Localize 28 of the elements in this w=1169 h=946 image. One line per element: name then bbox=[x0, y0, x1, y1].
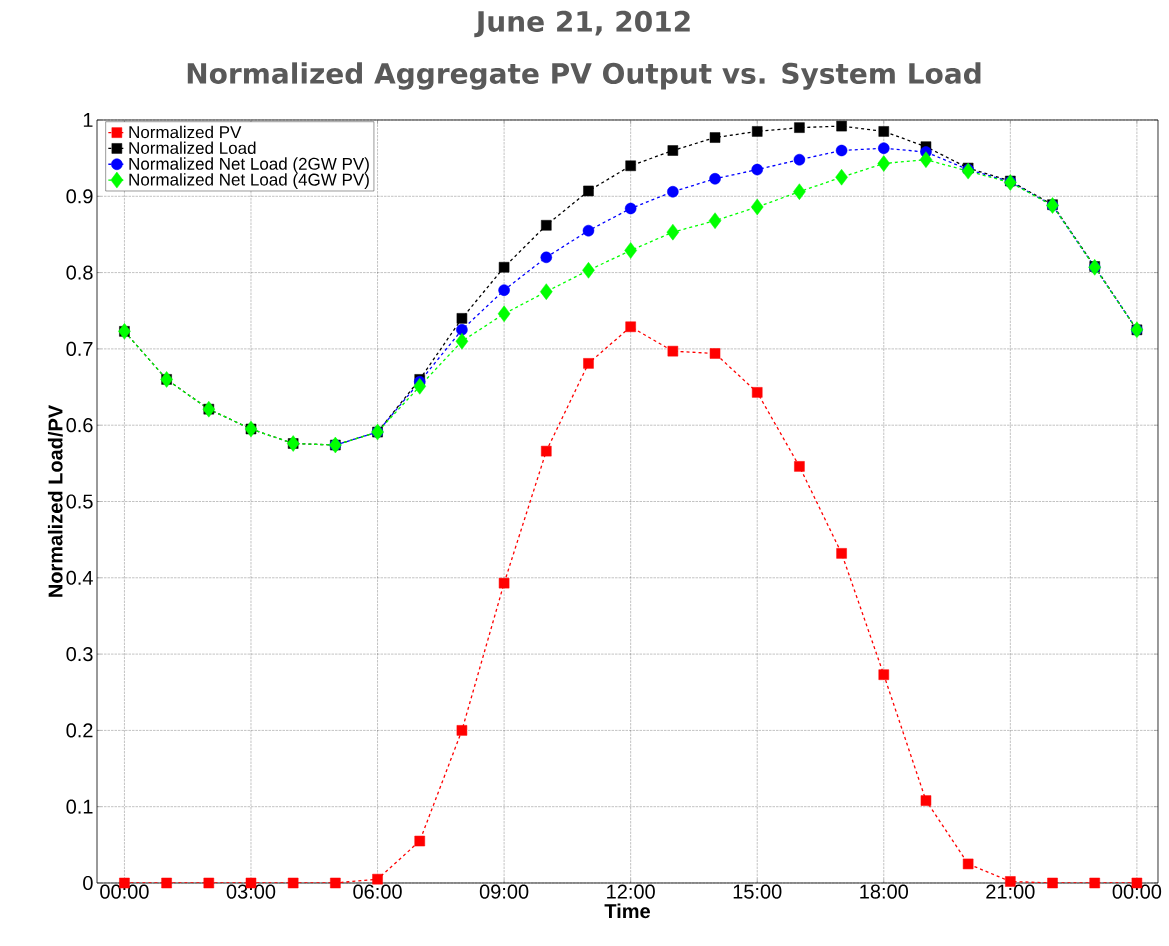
y-tick-label: 0 bbox=[83, 875, 93, 891]
legend-label: Normalized Net Load (2GW PV) bbox=[129, 157, 369, 174]
chart-title: June 21, 2012 bbox=[474, 10, 690, 38]
legend-label: Normalized PV bbox=[129, 125, 242, 139]
x-tick-label: 00:00 bbox=[100, 884, 149, 899]
x-tick-label: 18:00 bbox=[860, 884, 909, 899]
y-axis-title: Normalized Load/PV bbox=[47, 404, 63, 597]
x-tick-label: 09:00 bbox=[479, 884, 529, 899]
x-tick-label: 12:00 bbox=[607, 884, 655, 899]
y-tick-label: 0.4 bbox=[66, 570, 93, 585]
y-tick-label: 0.1 bbox=[66, 799, 93, 814]
x-tick-label: 00:00 bbox=[1112, 884, 1162, 899]
x-tick-label: 03:00 bbox=[226, 884, 276, 899]
x-tick-label: 06:00 bbox=[353, 884, 402, 899]
y-tick-label: 0.2 bbox=[66, 723, 93, 738]
y-tick-label: 0.7 bbox=[66, 341, 93, 356]
y-tick-label: 0.8 bbox=[66, 265, 93, 280]
y-tick-label: 0.3 bbox=[66, 647, 93, 662]
x-tick-label: 21:00 bbox=[986, 884, 1035, 899]
y-tick-label: 0.9 bbox=[66, 189, 93, 204]
legend-label: Normalized Net Load (4GW PV) bbox=[129, 173, 369, 190]
x-tick-label: 15:00 bbox=[733, 884, 782, 899]
x-axis-title: Time bbox=[604, 903, 650, 919]
y-tick-label: 0.6 bbox=[66, 418, 93, 433]
y-tick-label: 0.5 bbox=[66, 494, 93, 509]
legend-label: Normalized Load bbox=[129, 141, 256, 155]
y-tick-label: 1 bbox=[83, 113, 93, 127]
chart-subtitle: Normalized Aggregate PV Output vs. System Load bbox=[187, 62, 981, 90]
